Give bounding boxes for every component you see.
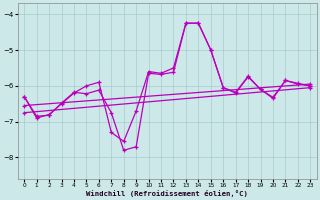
X-axis label: Windchill (Refroidissement éolien,°C): Windchill (Refroidissement éolien,°C) (86, 190, 248, 197)
